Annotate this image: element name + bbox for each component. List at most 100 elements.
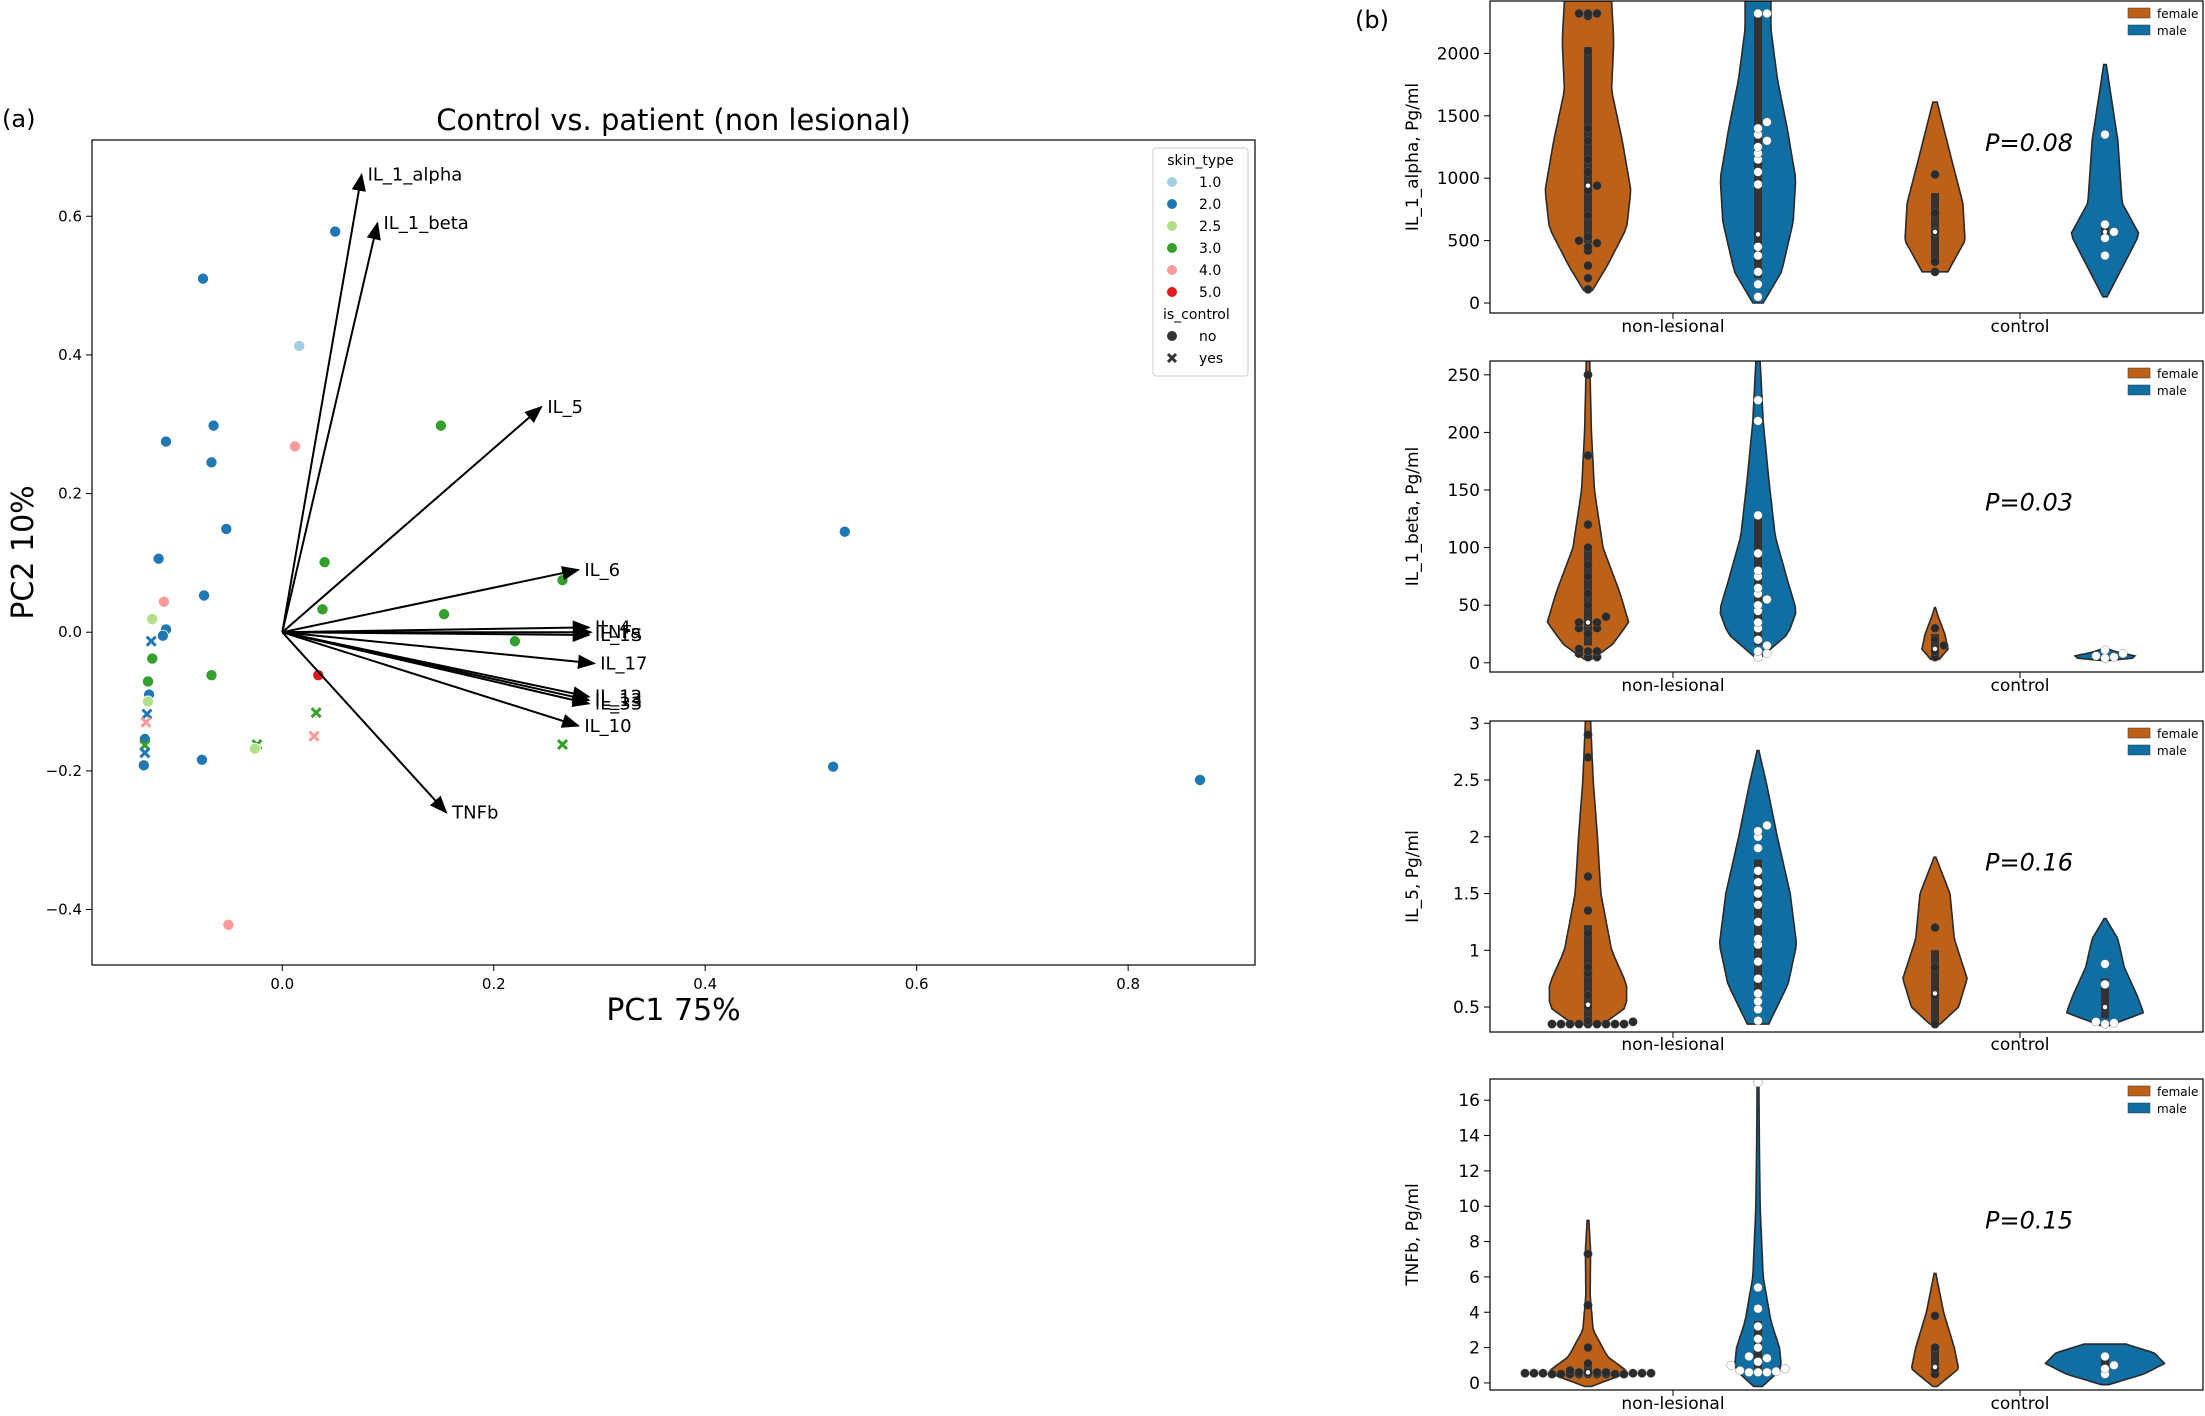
- violin-ytick-label: 0: [1469, 654, 1480, 674]
- violin-ytick-label: 0: [1469, 1374, 1480, 1394]
- violin-ytick-label: 100: [1448, 539, 1480, 559]
- violin-iqr-box: [1931, 193, 1939, 261]
- violin-data-point: [1930, 208, 1940, 218]
- pca-xtick-label: 0.2: [482, 975, 506, 993]
- violin-legend: female male: [2127, 7, 2198, 38]
- pca-point: [142, 675, 155, 688]
- pca-title: Control vs. patient (non lesional): [436, 103, 911, 137]
- pca-point-control: [310, 707, 322, 719]
- violin-data-point: [1753, 974, 1763, 984]
- violin-data-point: [1574, 617, 1584, 627]
- pca-biplot: Control vs. patient (non lesional) 0.0 0.2…: [6, 103, 1256, 1028]
- violin-data-point: [1583, 646, 1593, 656]
- violin-ytick-label: 1.5: [1453, 885, 1480, 905]
- violin-data-point: [1753, 267, 1763, 277]
- legend-entry-label: 3.0: [1199, 241, 1221, 257]
- pca-point: [205, 456, 218, 469]
- violin-data-point: [1619, 1369, 1629, 1379]
- violin-ytick-label: 0.5: [1453, 998, 1480, 1018]
- pca-point: [157, 595, 170, 608]
- pca-point: [438, 608, 451, 621]
- legend-swatch: [1167, 265, 1177, 275]
- violin-data-point: [1592, 238, 1602, 248]
- violin-median-dot: [2102, 1004, 2108, 1010]
- loading-label: IL_17: [600, 653, 647, 674]
- legend-label-female: female: [2157, 1085, 2198, 1099]
- pca-point: [434, 419, 447, 432]
- violin-ytick-label: 250: [1448, 366, 1480, 386]
- violin-data-point: [2100, 130, 2110, 140]
- legend-marker-circle: [1167, 331, 1177, 341]
- violin-data-point: [1574, 236, 1584, 246]
- pca-point: [142, 695, 155, 708]
- pca-point: [220, 522, 233, 535]
- pca-point: [312, 669, 325, 682]
- violin-data-point: [1583, 370, 1593, 380]
- violin-ylabel: TNFb, Pg/ml: [1403, 1183, 1423, 1287]
- violin-ytick-label: 200: [1448, 423, 1480, 443]
- violin-ytick-label: 8: [1469, 1233, 1480, 1253]
- pca-point-control: [145, 635, 157, 647]
- violin-frame: [1489, 720, 2204, 1033]
- violin-data-point: [1753, 600, 1763, 610]
- violin-data-point: [1753, 395, 1763, 405]
- violin-median-dot: [1932, 646, 1938, 652]
- violin-data-point: [1601, 612, 1611, 622]
- pca-point: [293, 339, 306, 352]
- pca-point: [248, 742, 261, 755]
- violin-ytick-label: 1000: [1437, 169, 1480, 189]
- loading-label: TNFb: [451, 802, 498, 823]
- violin-data-point: [1601, 1019, 1611, 1029]
- violin-data-point: [1637, 1368, 1647, 1378]
- violin-pvalue: P=0.03: [1985, 488, 2073, 516]
- violin-data-point: [1583, 730, 1593, 740]
- violin-median-dot: [1585, 1002, 1591, 1007]
- violin-data-point: [1753, 996, 1763, 1006]
- pca-point: [838, 525, 851, 538]
- violin-data-point: [2109, 652, 2119, 662]
- violin-data-point: [1628, 1368, 1638, 1378]
- legend-swatch-male: [2127, 744, 2151, 756]
- pca-point-control: [308, 730, 320, 742]
- violin-ylabel: IL_1_alpha, Pg/ml: [1403, 83, 1423, 231]
- violin-data-point: [1753, 1367, 1763, 1377]
- violin-data-point: [2091, 651, 2101, 661]
- loading-label: IL_1_alpha: [368, 165, 463, 186]
- violin-data-point: [1556, 1369, 1566, 1379]
- pca-point: [316, 603, 329, 616]
- violin-ytick-label: 2000: [1437, 44, 1480, 64]
- violin-data-point: [1592, 1367, 1602, 1377]
- violin-data-point: [1583, 46, 1593, 56]
- violin-ytick-label: 150: [1448, 481, 1480, 501]
- violin-data-point: [1592, 646, 1602, 656]
- violin-xtick-label: non-lesional: [1621, 317, 1724, 337]
- violin-iqr-box: [1931, 633, 1939, 658]
- pca-point-x-stroke: [141, 708, 153, 720]
- violin-data-point: [1753, 866, 1763, 876]
- violin-legend: female male: [2127, 727, 2198, 758]
- violin-median-dot: [1585, 1370, 1591, 1375]
- violin-ytick-label: 50: [1458, 596, 1480, 616]
- violin-iqr-box: [1754, 859, 1762, 996]
- pca-point-x-stroke: [556, 738, 569, 751]
- pca-point: [146, 613, 159, 626]
- violin-data-point: [1762, 820, 1772, 830]
- pca-xtick-label: 0.6: [905, 975, 929, 993]
- legend-swatch: [1167, 177, 1177, 187]
- pca-point: [508, 635, 521, 648]
- violin-ytick-label: 2: [1469, 828, 1480, 848]
- violin-body: [2065, 917, 2145, 1028]
- violin-median-dot: [1932, 229, 1938, 235]
- violin-median-dot: [1755, 942, 1761, 947]
- violin-data-point: [1565, 1366, 1575, 1376]
- pca-ytick-label: 0.4: [58, 346, 82, 364]
- violin-data-point: [1610, 1369, 1620, 1379]
- violin-data-point: [1592, 617, 1602, 627]
- violin-data-point: [1753, 1016, 1763, 1026]
- violin-data-point: [1583, 962, 1593, 972]
- loading-arrow: [282, 631, 591, 707]
- pca-point: [1194, 773, 1207, 786]
- violin-data-point: [2100, 959, 2110, 969]
